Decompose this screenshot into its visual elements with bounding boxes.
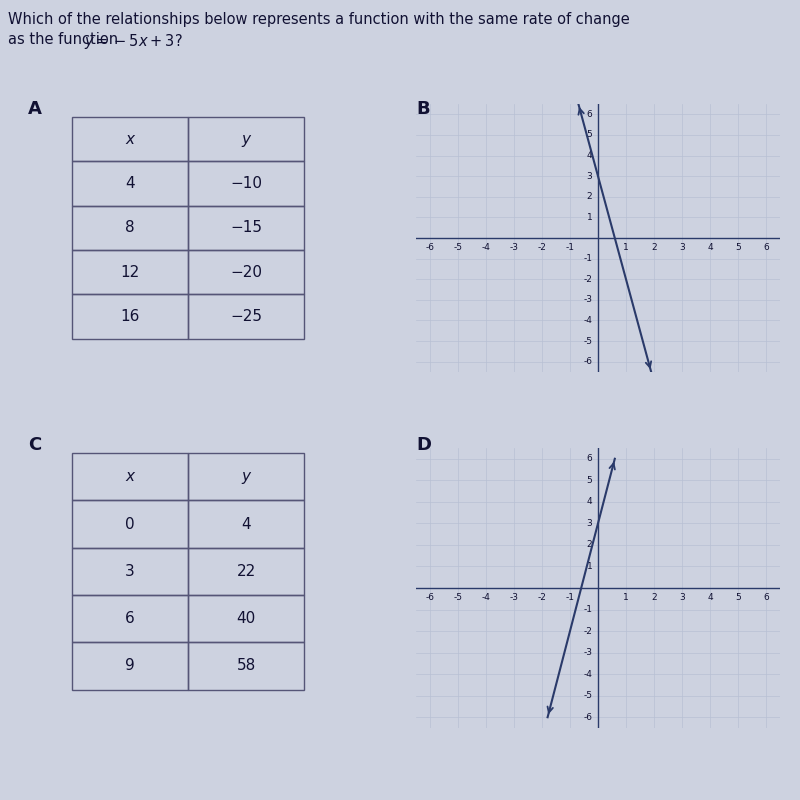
Bar [188, 250, 304, 294]
Text: 5: 5 [586, 130, 592, 139]
Text: -5: -5 [454, 594, 462, 602]
Text: -6: -6 [426, 243, 434, 252]
Text: 1: 1 [623, 594, 629, 602]
Text: 4: 4 [242, 517, 251, 532]
Text: 16: 16 [120, 309, 140, 324]
Text: 58: 58 [237, 658, 256, 674]
Text: 4: 4 [586, 151, 592, 160]
Bar [72, 642, 188, 690]
Text: x: x [126, 470, 134, 484]
Text: -6: -6 [583, 713, 592, 722]
Text: -2: -2 [538, 594, 546, 602]
Text: 4: 4 [586, 498, 592, 506]
Text: -1: -1 [566, 594, 574, 602]
Text: 6: 6 [763, 243, 769, 252]
Text: -3: -3 [583, 295, 592, 304]
Text: 12: 12 [120, 265, 139, 280]
Text: 3: 3 [586, 172, 592, 181]
Bar [72, 595, 188, 642]
Text: 4: 4 [707, 594, 713, 602]
Text: 2: 2 [586, 192, 592, 202]
Bar [188, 453, 304, 501]
Text: -4: -4 [583, 316, 592, 325]
Bar [188, 117, 304, 162]
Text: -5: -5 [583, 691, 592, 700]
Text: -3: -3 [510, 243, 518, 252]
Text: −25: −25 [230, 309, 262, 324]
Text: −15: −15 [230, 220, 262, 235]
Text: 22: 22 [237, 564, 256, 579]
Text: y: y [242, 131, 250, 146]
Text: 6: 6 [125, 611, 134, 626]
Text: 5: 5 [735, 243, 741, 252]
Text: -1: -1 [583, 254, 592, 263]
Text: 1: 1 [586, 562, 592, 571]
Text: 3: 3 [679, 243, 685, 252]
Text: -1: -1 [566, 243, 574, 252]
Text: −20: −20 [230, 265, 262, 280]
Bar [72, 294, 188, 338]
Text: -3: -3 [583, 648, 592, 657]
Bar [188, 206, 304, 250]
Text: 40: 40 [237, 611, 256, 626]
Text: 2: 2 [651, 594, 657, 602]
Text: -5: -5 [454, 243, 462, 252]
Bar [72, 250, 188, 294]
Text: 1: 1 [586, 213, 592, 222]
Text: 5: 5 [735, 594, 741, 602]
Text: -1: -1 [583, 605, 592, 614]
Bar [72, 548, 188, 595]
Text: $y = -5x + 3$?: $y = -5x + 3$? [84, 32, 182, 51]
Bar [188, 548, 304, 595]
Text: 3: 3 [125, 564, 134, 579]
Text: 4: 4 [707, 243, 713, 252]
Text: 8: 8 [125, 220, 134, 235]
Text: 0: 0 [125, 517, 134, 532]
Text: 3: 3 [586, 519, 592, 528]
Bar [72, 162, 188, 206]
Bar [72, 453, 188, 501]
Text: B: B [416, 100, 430, 118]
Text: 6: 6 [586, 454, 592, 463]
Text: -4: -4 [482, 243, 490, 252]
Text: A: A [28, 100, 42, 118]
Text: y: y [242, 470, 250, 484]
Bar [188, 595, 304, 642]
Text: 6: 6 [763, 594, 769, 602]
Text: 2: 2 [586, 541, 592, 550]
Text: -5: -5 [583, 337, 592, 346]
Bar [188, 162, 304, 206]
Text: -4: -4 [482, 594, 490, 602]
Bar [72, 501, 188, 548]
Bar [188, 642, 304, 690]
Text: x: x [126, 131, 134, 146]
Text: 2: 2 [651, 243, 657, 252]
Bar [72, 206, 188, 250]
Text: 6: 6 [586, 110, 592, 119]
Text: as the function: as the function [8, 32, 122, 47]
Text: -4: -4 [583, 670, 592, 678]
Text: -6: -6 [583, 357, 592, 366]
Text: -2: -2 [583, 626, 592, 635]
Text: 3: 3 [679, 594, 685, 602]
Text: -3: -3 [510, 594, 518, 602]
Text: 9: 9 [125, 658, 134, 674]
Bar [188, 294, 304, 338]
Text: Which of the relationships below represents a function with the same rate of cha: Which of the relationships below represe… [8, 12, 630, 27]
Text: −10: −10 [230, 176, 262, 191]
Bar [188, 501, 304, 548]
Bar [72, 117, 188, 162]
Text: D: D [416, 436, 431, 454]
Text: 5: 5 [586, 476, 592, 485]
Text: 4: 4 [125, 176, 134, 191]
Text: C: C [28, 436, 42, 454]
Text: -6: -6 [426, 594, 434, 602]
Text: 1: 1 [623, 243, 629, 252]
Text: -2: -2 [538, 243, 546, 252]
Text: -2: -2 [583, 274, 592, 284]
